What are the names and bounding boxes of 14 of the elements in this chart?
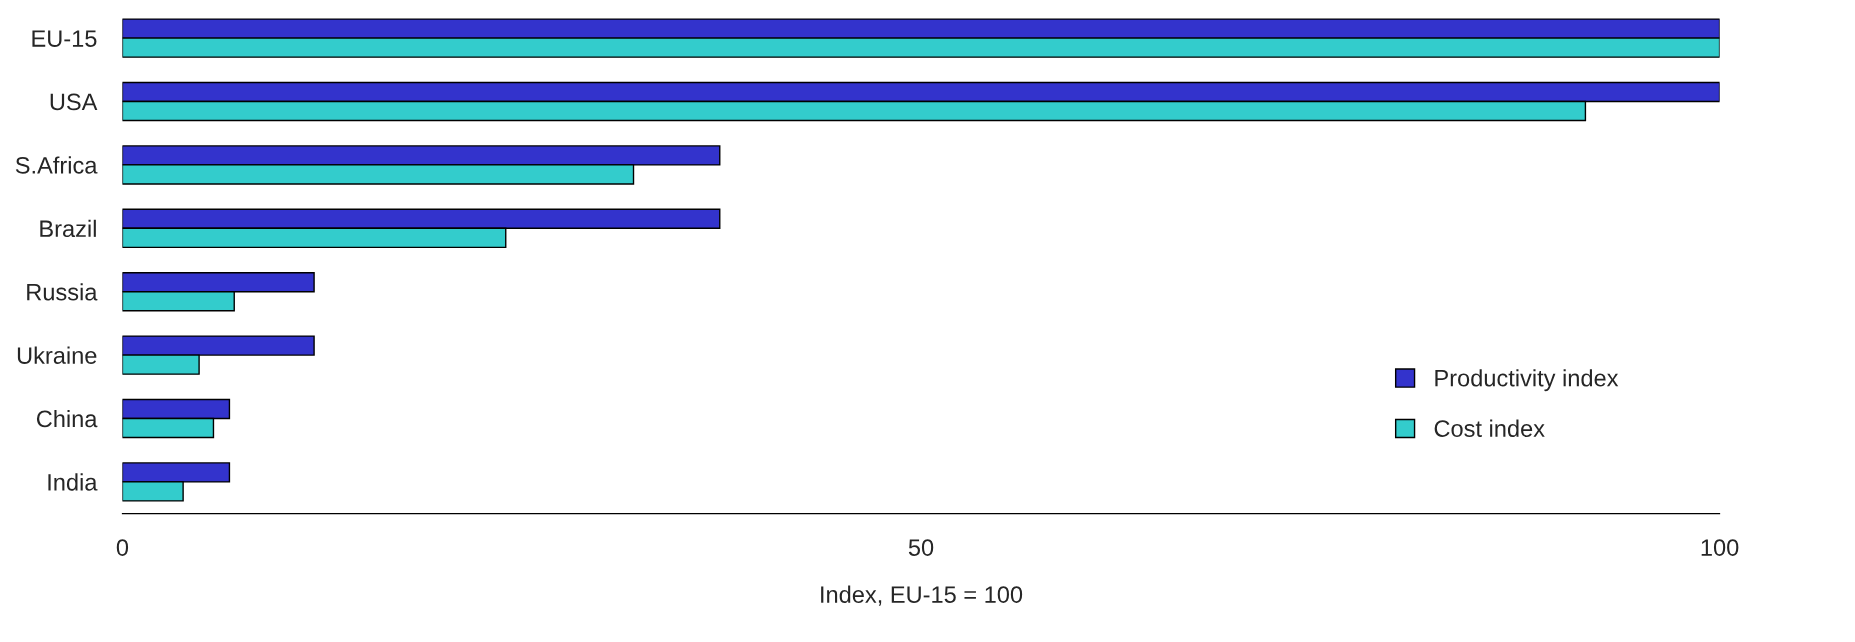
x-axis-title: Index, EU-15 = 100: [821, 585, 1023, 606]
y-tick-label: USA: [50, 93, 98, 111]
x-tick-label: 100: [1701, 539, 1739, 556]
y-tick-label: EU-15: [32, 30, 97, 47]
y-tick-label: S.Africa: [15, 156, 98, 174]
y-tick-label: Russia: [27, 283, 98, 301]
y-tick-label: India: [48, 473, 98, 491]
y-tick-label: China: [36, 409, 98, 428]
legend-label: Productivity index: [1435, 369, 1619, 392]
y-tick-label: Ukraine: [17, 346, 97, 364]
y-tick-label: Brazil: [40, 219, 96, 238]
x-tick-label: 50: [908, 539, 934, 556]
x-tick-label: 0: [116, 539, 129, 556]
legend-label: Cost index: [1434, 419, 1545, 437]
